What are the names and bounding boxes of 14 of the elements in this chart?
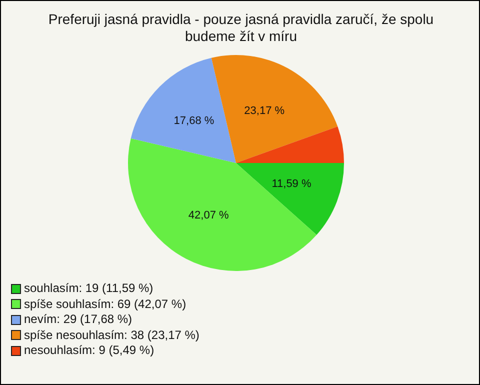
data-label: 17,68 % (174, 115, 214, 127)
data-label: 42,07 % (188, 210, 230, 222)
legend-label: souhlasím: 19 (11,59 %) (24, 281, 154, 296)
data-label: 23,17 % (244, 104, 285, 117)
legend-label: nesouhlasím: 9 (5,49 %) (24, 343, 154, 358)
pie-slice (130, 58, 236, 163)
legend-label: spíše souhlasím: 69 (42,07 %) (24, 296, 186, 312)
legend-label: nevím: 29 (17,68 %) (24, 312, 132, 328)
legend-label: spíše nesouhlasím: 38 (23,17 %) (24, 328, 200, 343)
pie-slice (236, 126, 344, 163)
pie-slice (128, 138, 317, 271)
data-label: 11,59 % (272, 178, 312, 190)
chart-title: Preferuji jasná pravidla - pouze jasná pravidla zaručí, že spolu budeme žít v míru (47, 11, 435, 45)
pie-slice (236, 163, 344, 235)
